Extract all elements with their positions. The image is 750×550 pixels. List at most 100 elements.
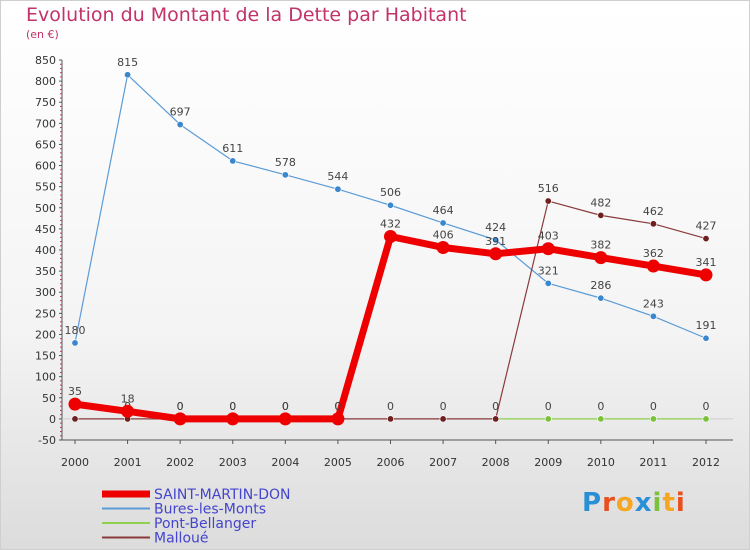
data-label-bures-les-monts: 424: [485, 221, 506, 234]
y-tick-label: 800: [35, 75, 56, 88]
data-label-mallou: 0: [177, 400, 184, 413]
data-label-bures-les-monts: 180: [65, 324, 86, 337]
data-label-pont-bellanger: 0: [545, 400, 552, 413]
data-label-saint-martin-don: 0: [282, 400, 289, 413]
legend-label-saint-martin-don: SAINT-MARTIN-DON: [154, 487, 291, 503]
data-label-mallou: 0: [440, 400, 447, 413]
data-label-pont-bellanger: 0: [597, 400, 604, 413]
data-point-pont-bellanger: [702, 415, 710, 423]
data-label-bures-les-monts: 544: [327, 170, 348, 183]
data-point-saint-martin-don: [173, 412, 187, 426]
logo-letter: i: [675, 488, 686, 518]
data-label-pont-bellanger: 0: [703, 400, 710, 413]
data-point-bures-les-monts: [702, 334, 710, 342]
x-tick-label: 2003: [219, 456, 247, 469]
data-label-mallou: 427: [696, 220, 717, 233]
data-point-bures-les-monts: [439, 219, 447, 227]
x-tick-label: 2005: [324, 456, 352, 469]
logo-letter: x: [634, 488, 653, 518]
y-tick-label: 150: [35, 350, 56, 363]
x-tick-label: 2006: [377, 456, 405, 469]
data-point-mallou: [439, 415, 447, 423]
data-point-mallou: [386, 415, 394, 423]
data-label-bures-les-monts: 243: [643, 297, 664, 310]
data-point-mallou: [597, 211, 605, 219]
chart-legend: SAINT-MARTIN-DONBures-les-MontsPont-Bell…: [102, 487, 291, 547]
y-tick-label: 0: [49, 413, 56, 426]
y-tick-label: 250: [35, 307, 56, 320]
data-point-bures-les-monts: [124, 71, 132, 79]
chart-title: Evolution du Montant de la Dette par Hab…: [26, 4, 467, 26]
data-label-mallou: 0: [492, 400, 499, 413]
data-point-bures-les-monts: [544, 279, 552, 287]
series-line-saint-martin-don: [71, 232, 710, 423]
data-point-saint-martin-don: [68, 397, 82, 411]
data-point-bures-les-monts: [649, 312, 657, 320]
y-tick-label: 450: [35, 223, 56, 236]
x-tick-label: 2004: [271, 456, 299, 469]
data-label-saint-martin-don: 18: [121, 392, 135, 405]
y-tick-label: 700: [35, 117, 56, 130]
data-label-saint-martin-don: 35: [68, 385, 82, 398]
y-tick-label: 200: [35, 328, 56, 341]
data-point-bures-les-monts: [386, 201, 394, 209]
data-label-bures-les-monts: 464: [433, 204, 454, 217]
y-tick-label: 550: [35, 181, 56, 194]
data-point-mallou: [649, 220, 657, 228]
x-tick-label: 2010: [587, 456, 615, 469]
data-label-bures-les-monts: 578: [275, 156, 296, 169]
proxiti-logo: Proxiti: [582, 488, 686, 518]
data-label-bures-les-monts: 611: [222, 142, 243, 155]
data-label-saint-martin-don: 362: [643, 247, 664, 260]
data-label-bures-les-monts: 506: [380, 186, 401, 199]
x-tick-label: 2007: [429, 456, 457, 469]
data-point-saint-martin-don: [331, 412, 345, 426]
data-point-saint-martin-don: [489, 247, 503, 261]
data-label-mallou: 482: [590, 196, 611, 209]
data-label-saint-martin-don: 0: [229, 400, 236, 413]
logo-letter: P: [582, 488, 603, 518]
data-point-mallou: [492, 415, 500, 423]
data-point-pont-bellanger: [544, 415, 552, 423]
data-label-saint-martin-don: 0: [177, 400, 184, 413]
data-point-saint-martin-don: [226, 412, 240, 426]
y-tick-label: 750: [35, 96, 56, 109]
data-label-saint-martin-don: 403: [538, 230, 559, 243]
data-point-mallou: [544, 197, 552, 205]
data-point-saint-martin-don: [384, 229, 397, 243]
data-point-bures-les-monts: [281, 171, 289, 179]
y-tick-label: 850: [35, 54, 56, 67]
chart-subtitle: (en €): [26, 28, 59, 41]
legend-label-mallou: Malloué: [154, 531, 209, 547]
logo-letter: o: [615, 488, 635, 518]
data-label-saint-martin-don: 382: [590, 239, 611, 252]
data-label-bures-les-monts: 321: [538, 264, 559, 277]
legend-label-pont-bellanger: Pont-Bellanger: [154, 516, 256, 532]
legend-label-bures-les-monts: Bures-les-Monts: [154, 502, 266, 518]
data-point-saint-martin-don: [541, 242, 555, 256]
data-label-saint-martin-don: 432: [380, 217, 401, 230]
series-pont-bellanger: 0 0 0 0: [492, 400, 710, 423]
data-point-pont-bellanger: [597, 415, 605, 423]
data-label-bures-les-monts: 697: [170, 106, 191, 119]
data-label-mallou: 0: [387, 400, 394, 413]
data-point-saint-martin-don: [121, 404, 135, 418]
data-point-bures-les-monts: [597, 294, 605, 302]
y-tick-label: 350: [35, 265, 56, 278]
y-tick-label: 600: [35, 160, 56, 173]
x-tick-label: 2002: [166, 456, 194, 469]
data-point-pont-bellanger: [649, 415, 657, 423]
data-label-mallou: 516: [538, 182, 559, 195]
data-point-saint-martin-don: [594, 251, 608, 265]
logo-letter: t: [662, 488, 676, 518]
y-tick-label: -50: [38, 434, 56, 447]
data-point-mallou: [702, 235, 710, 243]
x-tick-label: 2000: [61, 456, 89, 469]
data-point-mallou: [71, 415, 79, 423]
x-tick-label: 2012: [692, 456, 720, 469]
data-label-saint-martin-don: 341: [696, 256, 717, 269]
data-label-mallou: 462: [643, 205, 664, 218]
